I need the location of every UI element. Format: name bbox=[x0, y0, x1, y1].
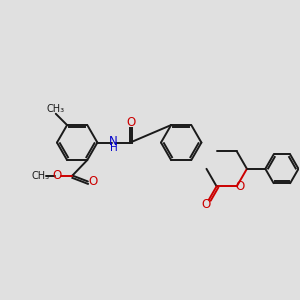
Text: CH₃: CH₃ bbox=[47, 104, 65, 114]
Text: O: O bbox=[88, 175, 97, 188]
Text: N: N bbox=[109, 135, 118, 148]
Text: CH₃: CH₃ bbox=[32, 170, 50, 181]
Text: O: O bbox=[52, 169, 62, 182]
Text: H: H bbox=[110, 143, 117, 153]
Text: O: O bbox=[127, 116, 136, 129]
Text: O: O bbox=[236, 180, 245, 193]
Text: O: O bbox=[202, 198, 211, 211]
